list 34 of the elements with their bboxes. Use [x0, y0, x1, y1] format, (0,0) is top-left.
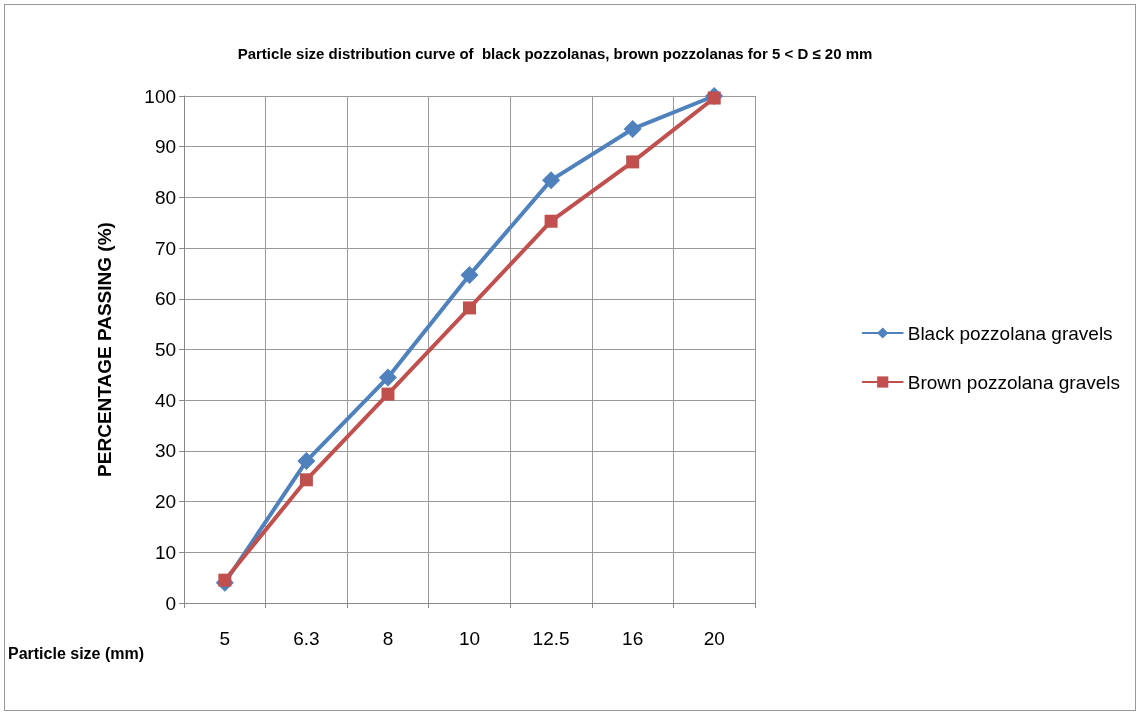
y-tick-label: 20 — [154, 491, 177, 513]
point — [460, 265, 479, 284]
y-axis-title: PERCENTAGE PASSING (%) — [94, 222, 116, 477]
point — [299, 473, 313, 487]
point — [381, 387, 395, 401]
chart-title: Particle size distribution curve of black pozzolanas, brown pozzolanas for 5 < D ≤ 20 mm — [237, 45, 873, 62]
x-tick-label: 16 — [622, 628, 644, 649]
legend-label: Black pozzolana gravels — [907, 322, 1113, 344]
x-tick-label: 8 — [382, 628, 394, 649]
y-tick-label: 90 — [154, 136, 177, 158]
y-tick-label: 50 — [154, 339, 177, 360]
y-tick-label: 10 — [154, 541, 177, 563]
point — [463, 301, 477, 315]
x-tick-label: 10 — [458, 628, 481, 649]
point — [542, 171, 561, 190]
y-tick-label: 80 — [154, 186, 177, 208]
x-axis-title: Particle size (mm) — [7, 644, 145, 662]
x-tick-label: 5 — [219, 628, 231, 649]
y-tick-label: 40 — [154, 389, 177, 411]
y-tick-label: 30 — [154, 440, 177, 462]
y-tick-label: 70 — [154, 237, 177, 259]
point — [297, 452, 316, 471]
point — [544, 214, 558, 228]
y-tick-label: 100 — [144, 85, 177, 107]
y-tick-label: 0 — [165, 592, 177, 614]
point — [623, 119, 642, 138]
x-tick-label: 12.5 — [532, 628, 570, 649]
point — [378, 368, 397, 387]
y-tick-label: 60 — [154, 288, 177, 310]
point — [626, 155, 640, 169]
x-tick-label: 20 — [703, 628, 725, 649]
point — [707, 91, 721, 105]
legend-label: Brown pozzolana gravels — [907, 371, 1121, 393]
x-tick-label: 6.3 — [293, 628, 320, 649]
